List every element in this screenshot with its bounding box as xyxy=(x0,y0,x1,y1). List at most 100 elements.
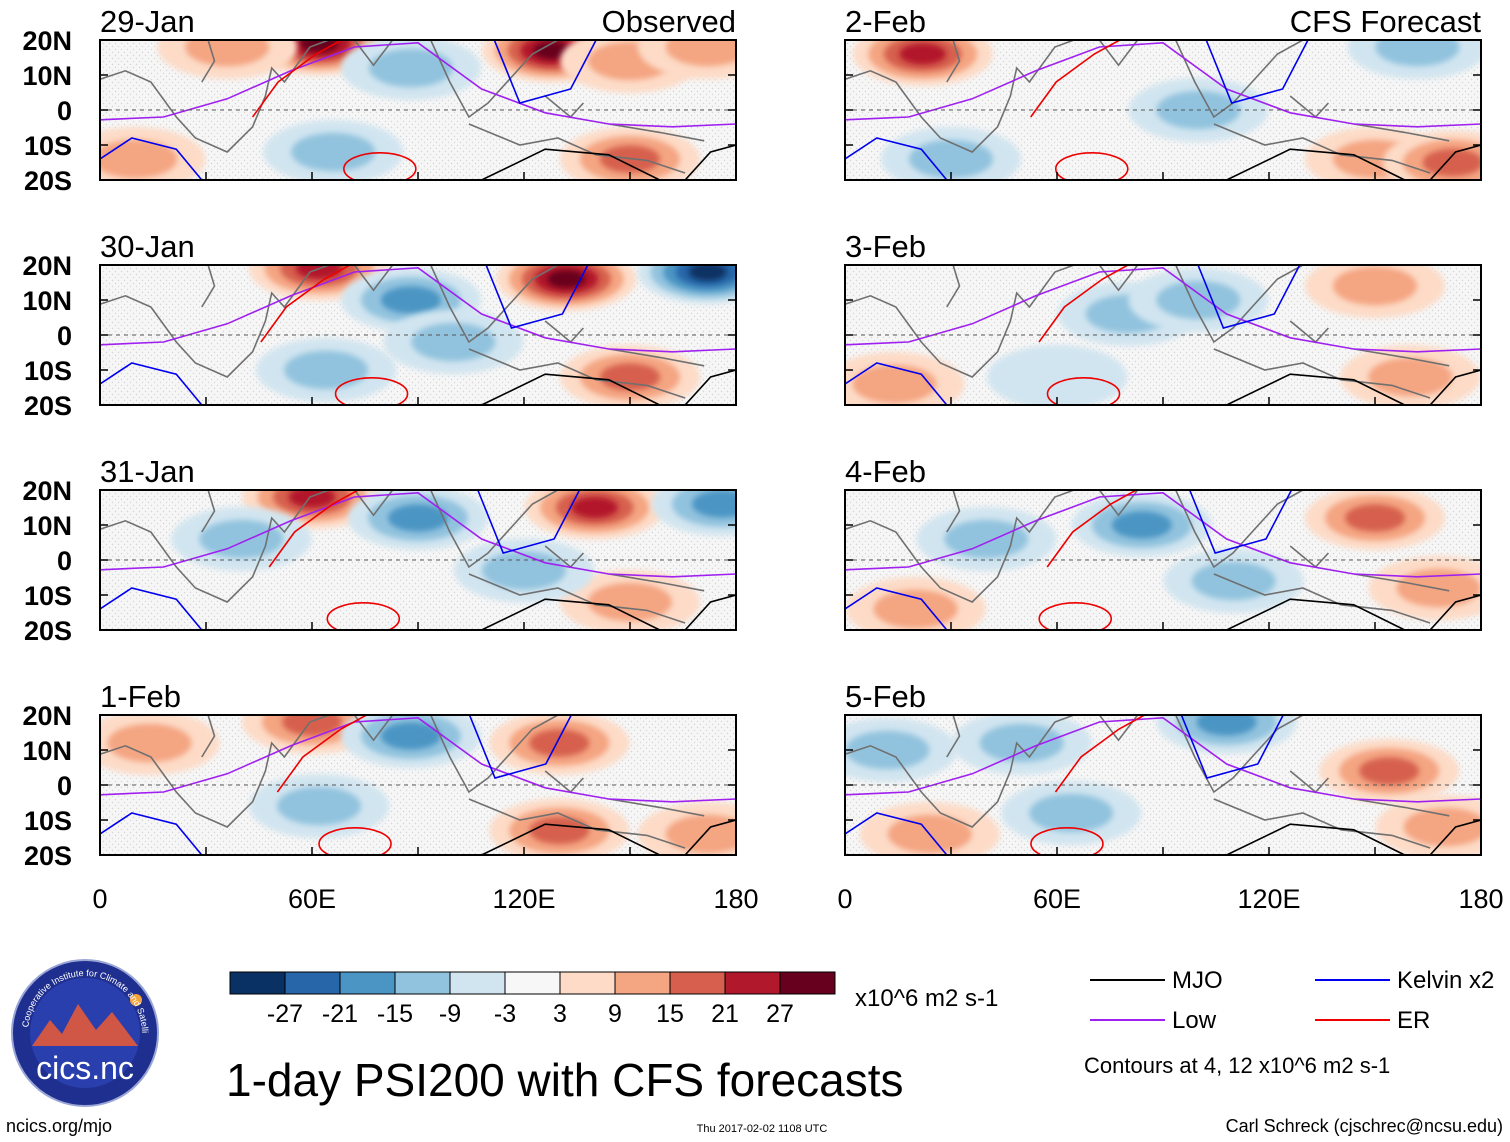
kelvin-contour xyxy=(845,137,948,180)
x-tick-label: 60E xyxy=(1033,884,1081,914)
map-panel-2-Feb: 2-Feb CFS Forecast xyxy=(844,4,1482,181)
coastline xyxy=(201,715,216,758)
psi-anomaly-shade xyxy=(899,43,947,65)
psi-anomaly-shade xyxy=(873,589,958,629)
x-tick-label: 0 xyxy=(837,884,852,914)
y-tick-label: 0 xyxy=(57,546,72,576)
low-contour xyxy=(845,716,1481,803)
kelvin-contour xyxy=(477,490,581,554)
coastline xyxy=(608,123,705,142)
x-tick-label: 180 xyxy=(1458,884,1503,914)
colorbar-swatch xyxy=(394,971,451,995)
mjo-contour xyxy=(684,594,736,630)
mjo-contour xyxy=(1429,594,1481,630)
colorbar-swatch xyxy=(339,971,396,995)
legend-label: Kelvin x2 xyxy=(1397,967,1494,994)
kelvin-contour xyxy=(1197,265,1301,329)
map-panel-31-Jan: 20N 10N 0 10S 20S 31-Jan xyxy=(22,454,737,646)
coastline xyxy=(100,265,330,378)
colorbar-tick-label: 9 xyxy=(608,1000,622,1028)
er-contour xyxy=(318,827,392,855)
colorbar-tick-label: -21 xyxy=(322,1000,358,1028)
psi-anomaly-shade xyxy=(1368,357,1453,397)
psi-anomaly-shade xyxy=(1196,715,1257,736)
coastline xyxy=(608,798,705,817)
coastline xyxy=(100,715,330,828)
colorbar-swatch xyxy=(504,971,561,995)
colorbar-tick-label: 21 xyxy=(711,1000,739,1028)
low-contour xyxy=(100,41,736,128)
x-tick-label: 120E xyxy=(1237,884,1300,914)
coastline xyxy=(1353,798,1450,817)
coastline xyxy=(429,490,559,569)
y-tick-label: 20N xyxy=(22,701,72,731)
chart-title: 1-day PSI200 with CFS forecasts xyxy=(226,1054,904,1106)
coastline xyxy=(100,490,330,603)
mjo-contour xyxy=(1226,148,1406,180)
kelvin-contour xyxy=(468,715,573,779)
coastline xyxy=(1353,573,1450,592)
y-tick-label: 0 xyxy=(57,771,72,801)
kelvin-contour xyxy=(1188,490,1293,554)
psi-anomaly-shade xyxy=(987,345,1127,405)
kelvin-contour xyxy=(1205,40,1309,104)
er-contour xyxy=(1030,40,1121,118)
kelvin-contour xyxy=(493,40,597,104)
coastline xyxy=(845,265,1075,378)
er-contour xyxy=(1054,715,1145,793)
footer-timestamp: Thu 2017-02-02 1108 UTC xyxy=(697,1123,828,1135)
coastline xyxy=(100,40,330,153)
y-tick-label: 10S xyxy=(24,356,72,386)
psi-anomaly-shade xyxy=(284,350,369,390)
contour-note: Contours at 4, 12 x10^6 m2 s-1 xyxy=(1084,1053,1390,1078)
low-contour xyxy=(845,41,1481,128)
coastline xyxy=(845,40,1075,153)
psi-anomaly-shade xyxy=(1359,757,1420,785)
coastline xyxy=(353,715,394,742)
coastline xyxy=(1213,348,1431,399)
panel-date-label: 5-Feb xyxy=(845,679,926,714)
er-contour xyxy=(1054,152,1129,180)
psi-anomaly-shade xyxy=(845,730,930,770)
er-contour xyxy=(276,715,367,793)
panel-date-label: 30-Jan xyxy=(100,229,195,264)
colorbar-swatch xyxy=(559,971,616,995)
y-tick-label: 10S xyxy=(24,131,72,161)
mjo-contour xyxy=(684,819,736,855)
panel-date-label: 3-Feb xyxy=(845,229,926,264)
y-tick-label: 20N xyxy=(22,251,72,281)
er-contour xyxy=(334,377,409,405)
mjo-contour xyxy=(684,369,736,405)
map-panel-1-Feb: 20N 10N 0 10S 20S 1-Feb xyxy=(22,679,737,871)
coastline xyxy=(608,348,705,367)
coastline xyxy=(201,40,216,83)
mjo-contour xyxy=(1429,144,1481,180)
logo-text: cics.nc xyxy=(36,1050,134,1086)
psi-anomaly-shade xyxy=(688,265,727,281)
kelvin-contour xyxy=(845,587,948,630)
coastline xyxy=(468,798,686,849)
coastline xyxy=(353,40,394,67)
low-contour xyxy=(100,266,736,353)
mjo-contour xyxy=(1429,819,1481,855)
mjo-contour xyxy=(684,144,736,180)
psi-anomaly-shade xyxy=(1111,511,1172,539)
psi-anomaly-shade xyxy=(665,40,736,67)
x-tick-label: 60E xyxy=(288,884,336,914)
er-contour xyxy=(1046,377,1121,405)
psi-anomaly-shade xyxy=(547,270,586,288)
low-contour xyxy=(845,491,1481,578)
y-tick-label: 10N xyxy=(22,736,72,766)
panel-date-label: 1-Feb xyxy=(100,679,181,714)
kelvin-contour xyxy=(845,812,948,855)
map-panel-5-Feb: 5-Feb xyxy=(844,679,1482,856)
colorbar-tick-label: -9 xyxy=(439,1000,461,1028)
er-contour xyxy=(1030,827,1104,855)
colorbar: -27 -21 -15 -9 -3 3 9 15 21 27 xyxy=(229,971,836,1028)
coastline xyxy=(946,265,961,308)
mjo-contour xyxy=(481,373,661,405)
colorbar-swatch xyxy=(449,971,506,995)
psi-anomaly-shade xyxy=(600,363,660,391)
contour-legend: MJO Kelvin x2 Low ER xyxy=(1090,967,1494,1034)
y-tick-label: 10N xyxy=(22,61,72,91)
